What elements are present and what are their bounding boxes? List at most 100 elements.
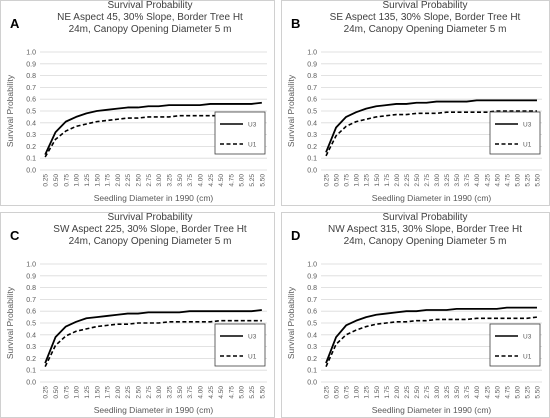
legend-label: U3	[248, 334, 257, 341]
x-tick-label: 5.50	[259, 174, 266, 187]
y-tick-label: 0.8	[26, 73, 36, 80]
x-tick-label: 4.75	[228, 386, 235, 399]
x-tick-label: 2.00	[115, 386, 122, 399]
y-tick-label: 0.0	[307, 168, 317, 175]
panel-letter-d: D	[291, 228, 301, 243]
y-tick-label: 1.0	[307, 50, 317, 57]
chart-panel-a	[0, 0, 275, 206]
x-tick-label: 3.50	[177, 174, 184, 187]
legend-label: U1	[248, 354, 257, 361]
x-tick-label: 4.00	[474, 174, 481, 187]
x-tick-label: 1.25	[84, 386, 91, 399]
y-axis-title: Survival Probability	[5, 74, 15, 147]
x-tick-label: 4.50	[218, 174, 225, 187]
x-tick-label: 5.25	[249, 174, 256, 187]
x-tick-label: 2.25	[404, 386, 411, 399]
y-tick-label: 0.8	[307, 73, 317, 80]
chart-subtitle-line1: NW Aspect 315, 30% Slope, Border Tree Ht	[328, 224, 522, 235]
x-axis-title: Seedling Diameter in 1990 (cm)	[94, 405, 214, 415]
x-tick-label: 1.50	[94, 174, 101, 187]
x-tick-label: 1.50	[374, 174, 381, 187]
y-tick-label: 0.3	[307, 132, 317, 139]
chart-title-main: Survival Probability	[382, 0, 468, 11]
y-tick-label: 0.8	[307, 285, 317, 292]
y-tick-label: 0.4	[26, 332, 36, 339]
y-tick-label: 0.5	[26, 321, 36, 328]
x-tick-label: 0.75	[63, 386, 70, 399]
x-tick-label: 2.50	[136, 174, 143, 187]
y-tick-label: 0.5	[307, 321, 317, 328]
chart-subtitle-line1: SW Aspect 225, 30% Slope, Border Tree Ht	[53, 224, 247, 235]
x-tick-label: 0.75	[344, 386, 351, 399]
series-line-u1	[44, 319, 262, 368]
y-tick-label: 0.7	[26, 297, 36, 304]
x-tick-label: 2.25	[125, 174, 132, 187]
x-tick-label: 0.50	[334, 174, 341, 187]
y-tick-label: 0.8	[26, 285, 36, 292]
y-tick-label: 0.0	[26, 168, 36, 175]
x-tick-label: 0.75	[344, 174, 351, 187]
y-tick-label: 0.0	[307, 380, 317, 387]
x-tick-label: 2.75	[424, 174, 431, 187]
y-tick-label: 0.6	[307, 97, 317, 104]
x-tick-label: 1.00	[74, 386, 81, 399]
x-tick-label: 4.50	[494, 386, 501, 399]
chart-subtitle-line1: NE Aspect 45, 30% Slope, Border Tree Ht	[57, 12, 243, 23]
y-tick-label: 1.0	[307, 262, 317, 269]
x-tick-label: 3.75	[187, 174, 194, 187]
chart-title-a: Survival Probability NE Aspect 45, 30% S…	[30, 0, 270, 36]
x-tick-label: 1.00	[354, 174, 361, 187]
x-tick-label: 4.50	[218, 386, 225, 399]
x-tick-label: 4.00	[197, 174, 204, 187]
y-tick-label: 0.7	[307, 85, 317, 92]
x-tick-label: 3.75	[187, 386, 194, 399]
y-tick-label: 0.3	[26, 344, 36, 351]
x-tick-label: 5.25	[249, 386, 256, 399]
series-line-u3	[44, 309, 262, 364]
x-tick-label: 5.00	[239, 174, 246, 187]
chart-subtitle-line2: 24m, Canopy Opening Diameter 5 m	[68, 236, 232, 247]
x-tick-label: 0.25	[43, 174, 50, 187]
chart-title-main: Survival Probability	[107, 212, 193, 223]
y-tick-label: 0.1	[26, 368, 36, 375]
x-tick-label: 0.50	[334, 386, 341, 399]
y-tick-label: 0.7	[26, 85, 36, 92]
y-tick-label: 0.2	[26, 356, 36, 363]
x-tick-label: 2.75	[424, 386, 431, 399]
y-tick-label: 0.2	[307, 356, 317, 363]
y-tick-label: 0.3	[26, 132, 36, 139]
x-tick-label: 1.75	[384, 386, 391, 399]
y-tick-label: 0.1	[307, 368, 317, 375]
legend-label: U1	[523, 142, 532, 149]
x-tick-label: 2.25	[404, 174, 411, 187]
x-tick-label: 1.25	[364, 174, 371, 187]
series-line-u3	[325, 99, 537, 153]
panel-letter-c: C	[10, 228, 20, 243]
legend-box	[214, 323, 266, 367]
x-tick-label: 1.75	[105, 174, 112, 187]
x-tick-label: 5.50	[534, 386, 541, 399]
x-tick-label: 3.00	[156, 386, 163, 399]
chart-subtitle-line2: 24m, Canopy Opening Diameter 5 m	[68, 24, 232, 35]
x-axis-title: Seedling Diameter in 1990 (cm)	[94, 193, 214, 203]
panel-letter-b: B	[291, 16, 301, 31]
x-tick-label: 5.25	[524, 386, 531, 399]
y-axis-title: Survival Probability	[286, 286, 296, 359]
x-tick-label: 4.25	[484, 386, 491, 399]
x-tick-label: 5.25	[524, 174, 531, 187]
x-tick-label: 4.00	[197, 386, 204, 399]
x-tick-label: 1.25	[84, 174, 91, 187]
x-tick-label: 1.50	[374, 386, 381, 399]
x-tick-label: 3.00	[156, 174, 163, 187]
x-tick-label: 4.25	[208, 174, 215, 187]
x-tick-label: 4.00	[474, 386, 481, 399]
x-tick-label: 2.00	[394, 386, 401, 399]
y-tick-label: 0.6	[26, 97, 36, 104]
y-tick-label: 1.0	[26, 50, 36, 57]
x-axis-title: Seedling Diameter in 1990 (cm)	[372, 193, 492, 203]
x-tick-label: 1.00	[354, 386, 361, 399]
legend-box	[489, 323, 541, 367]
